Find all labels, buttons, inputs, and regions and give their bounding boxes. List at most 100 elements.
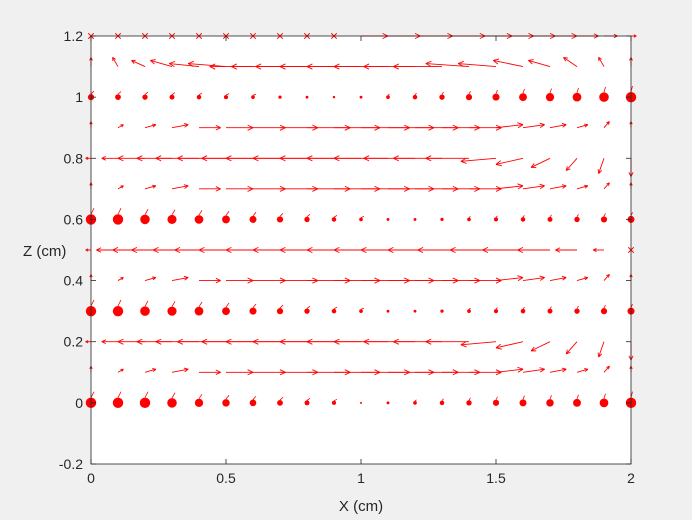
field-dot [386,309,390,313]
field-arrow [495,122,524,129]
field-arrow [530,157,551,168]
x-tick-label: 0 [87,470,95,486]
field-dot [574,214,580,223]
field-dot [304,214,311,223]
field-dot [249,212,257,223]
field-dot [194,210,204,224]
field-arrow [171,275,189,282]
field-arrow [187,60,227,68]
field-dot [520,306,526,314]
field-arrow [517,246,550,254]
field-dot [112,391,124,409]
field-dot [194,393,204,408]
field-arrow [495,157,524,167]
field-arrow [171,367,189,373]
field-dot [413,218,417,221]
field-dot [600,304,608,315]
x-tick-label: 0.5 [216,470,236,486]
field-arrow [117,185,124,190]
y-axis-label: Z (cm) [23,243,66,260]
field-dot [465,90,473,101]
field-dot [332,95,336,99]
x-tick-label: 1 [357,470,365,486]
y-tick-label: 1 [75,89,83,105]
x-tick-label: 2 [627,470,635,486]
field-dot [196,92,203,100]
field-arrow [563,56,578,67]
field-dot [331,215,338,222]
field-arrow [101,339,118,345]
field-dot [519,88,527,102]
field-dot [547,306,553,314]
x-ticks: 0 0.5 1 1.5 2 [87,36,635,486]
field-arrow [522,183,545,190]
field-arrow [565,157,578,171]
field-dot [140,209,150,225]
y-tick-label: 1.2 [64,28,84,44]
field-arrow [425,155,469,162]
field-arrow [117,124,124,129]
field-dot [331,306,338,314]
field-arrow [495,183,524,190]
field-arrow [199,369,221,375]
field-dot [519,395,527,407]
field-dot [545,88,555,102]
field-dot [520,215,526,222]
field-arrow [603,182,610,190]
field-dot [167,392,177,408]
field-dot [440,217,444,222]
y-tick-label: 0.6 [64,211,84,227]
field-dot [467,216,471,222]
field-arrow [171,184,189,190]
field-dot [249,395,257,407]
field-arrow [603,274,610,281]
field-arrow [576,276,589,282]
field-dot [304,397,311,406]
field-dot [304,305,311,314]
field-dot [493,215,499,222]
field-dot [142,91,149,100]
field-dot [574,305,580,314]
field-dot [466,397,472,406]
field-dot [386,93,390,99]
field-dot [278,95,282,99]
field-dot [386,401,390,405]
field-dot [222,211,230,224]
field-dot [439,398,445,406]
field-arrow [565,341,578,355]
field-dot [413,309,417,313]
field-dot [412,92,418,100]
field-dot [251,93,257,99]
field-arrow [226,277,254,284]
field-dot [439,91,445,100]
field-arrow [522,275,545,282]
field-arrow [199,186,221,192]
field-arrow [522,122,545,129]
field-arrow [522,367,545,373]
field-arrow [144,184,157,190]
field-arrow [117,368,124,373]
field-dot [600,213,608,223]
field-dot [546,395,554,407]
field-arrow [631,34,637,38]
field-arrow [144,368,157,373]
y-tick-label: 0 [75,395,83,411]
field-dot [599,393,609,408]
field-arrow [425,338,469,345]
y-tick-label: 0.4 [64,273,84,289]
field-dot [467,307,471,313]
field-arrow [112,57,119,67]
field-arrow [576,184,589,190]
field-dot [276,304,284,315]
field-arrow [85,340,91,344]
y-tick-label: -0.2 [59,456,83,472]
y-tick-label: 0.2 [64,334,84,350]
y-ticks: -0.2 0 0.2 0.4 0.6 0.8 1 1.2 [59,28,631,472]
field-arrow [144,276,157,282]
field-arrow [460,341,497,348]
field-layer [85,32,637,409]
field-dot [222,302,230,316]
field-dot [167,301,177,316]
field-arrow [199,277,221,284]
field-arrow [482,246,523,254]
